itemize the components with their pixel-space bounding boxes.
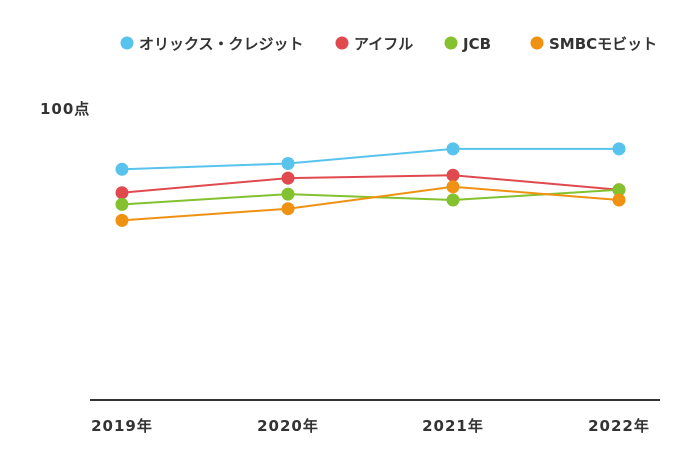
legend-label: SMBCモビット <box>549 35 657 53</box>
data-point <box>612 142 626 156</box>
data-point <box>446 180 460 194</box>
data-point <box>115 186 129 200</box>
legend-marker <box>530 36 544 50</box>
x-tick-labels: 2019年 2020年 2021年 2022年 <box>91 417 650 435</box>
series-lines <box>115 142 626 227</box>
x-tick-label: 2020年 <box>257 417 319 435</box>
legend-label: JCB <box>462 35 491 53</box>
legend-label: アイフル <box>354 35 413 53</box>
data-point <box>446 168 460 182</box>
legend-label: オリックス・クレジット <box>139 35 304 53</box>
data-point <box>281 171 295 185</box>
data-point <box>115 162 129 176</box>
data-point <box>281 157 295 170</box>
data-point <box>612 183 626 197</box>
legend-item: オリックス・クレジット <box>120 35 304 53</box>
data-point <box>446 142 460 156</box>
legend-marker <box>444 36 458 50</box>
legend-item: アイフル <box>335 35 413 53</box>
data-point <box>281 202 295 216</box>
legend-item: JCB <box>444 35 491 53</box>
data-point <box>115 213 129 227</box>
x-tick-label: 2021年 <box>422 417 484 435</box>
series <box>115 180 626 227</box>
data-point <box>281 187 295 201</box>
series-line <box>121 174 620 194</box>
legend: オリックス・クレジット アイフル JCB SMBCモビット <box>120 35 657 53</box>
legend-marker <box>335 36 349 50</box>
x-tick-label: 2022年 <box>588 417 650 435</box>
series-line <box>121 147 619 171</box>
data-point <box>446 193 460 207</box>
y-max-label: 100点 <box>40 100 90 118</box>
legend-item: SMBCモビット <box>530 35 657 53</box>
x-tick-label: 2019年 <box>91 417 153 435</box>
series-line <box>121 185 620 222</box>
data-point <box>115 197 129 211</box>
legend-marker <box>120 36 134 50</box>
series <box>115 142 626 176</box>
data-point <box>612 193 626 207</box>
